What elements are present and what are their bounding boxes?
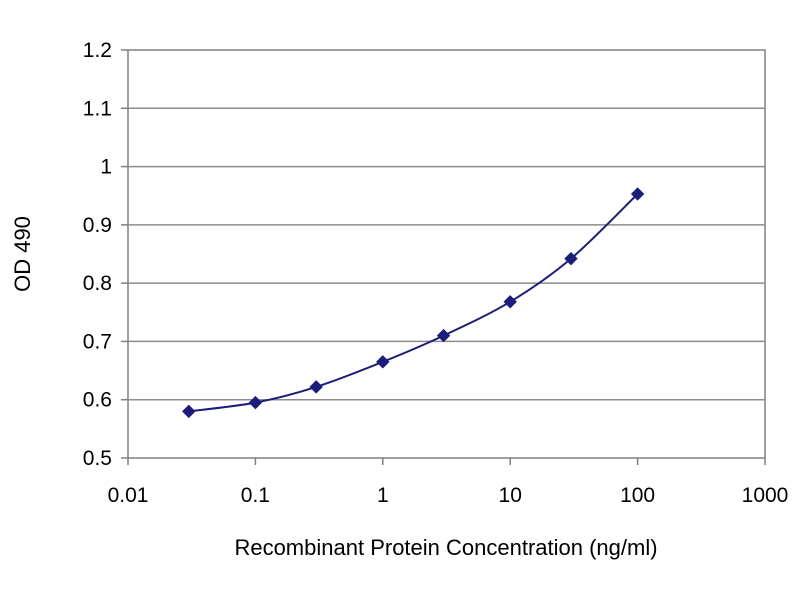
data-point [564,251,578,266]
data-point [248,395,263,410]
x-tick-label: 0.01 [108,484,149,507]
x-tick-label: 10 [499,484,522,507]
y-tick-label: 0.8 [83,272,112,295]
y-tick-label: 0.5 [83,447,112,470]
data-point [182,404,196,419]
grid-lines [128,107,765,401]
y-tick-label: 0.6 [83,389,112,412]
y-tick-label: 0.7 [83,330,112,353]
x-tick-label: 100 [620,484,655,507]
data-point [376,355,390,369]
data-point [436,328,451,343]
series-group [182,187,645,419]
y-axis-ticks: 0.5 0.6 0.7 0.8 0.9 1 1.1 1.2 [83,39,128,470]
data-point [309,380,323,394]
y-tick-label: 0.9 [83,214,112,237]
x-tick-label: 1 [377,484,389,507]
data-point [630,187,645,201]
plot-area [127,49,766,459]
data-point [503,295,517,309]
y-tick-label: 1.2 [83,39,112,62]
y-tick-label: 1.1 [83,97,112,120]
y-tick-label: 1 [100,156,112,179]
x-tick-label: 0.1 [241,484,270,507]
x-tick-label: 1000 [742,484,789,507]
x-axis-title: Recombinant Protein Concentration (ng/ml… [234,535,657,560]
y-axis-title: OD 490 [10,216,35,292]
x-axis-ticks: 0.01 0.1 1 10 100 1000 [108,458,789,507]
